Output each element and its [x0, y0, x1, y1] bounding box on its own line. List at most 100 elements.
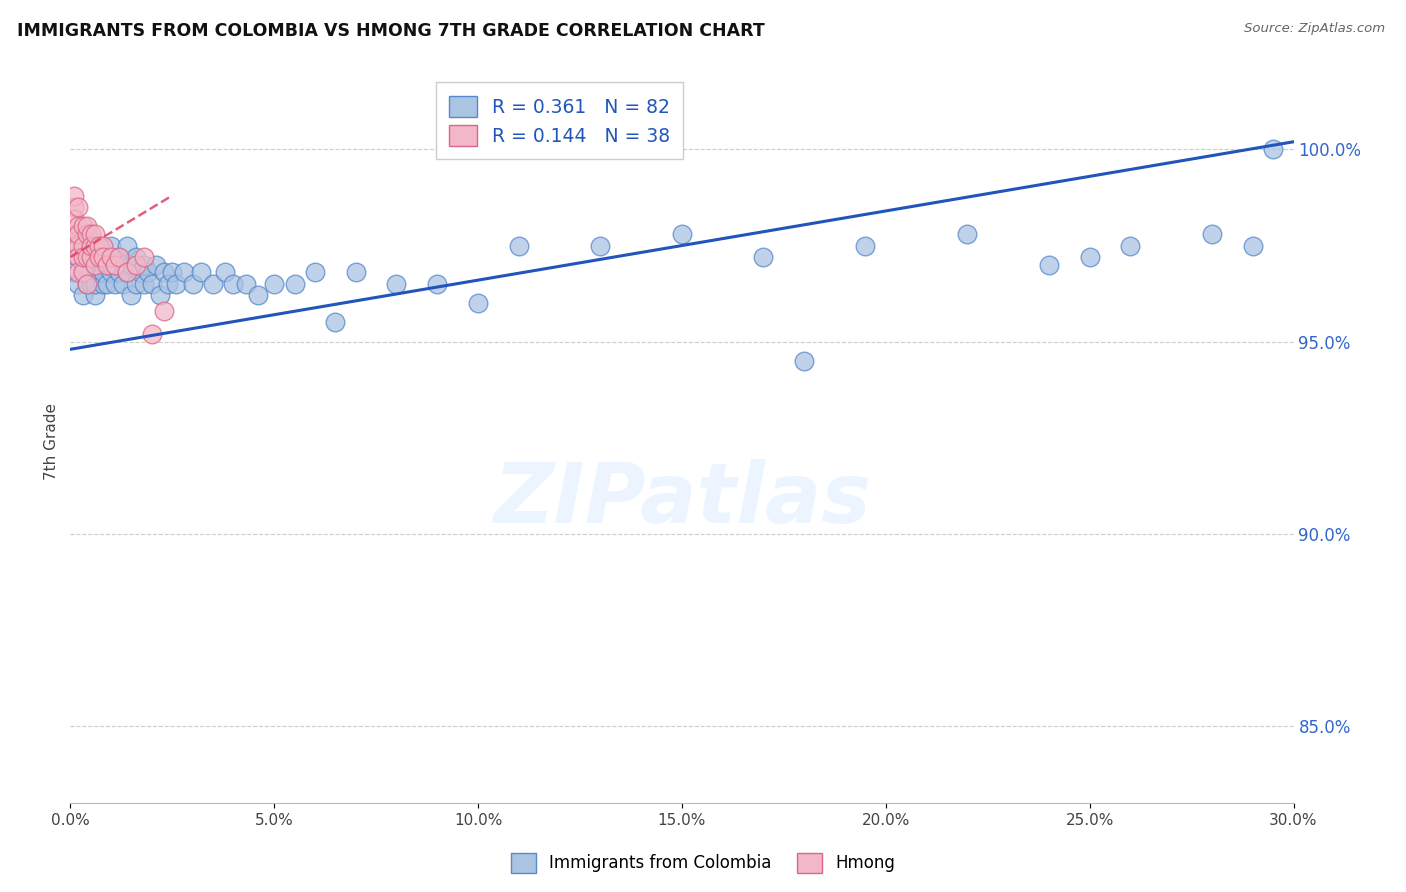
Point [128, 265, 150, 279]
Point [124, 258, 146, 272]
Point [671, 227, 693, 241]
Point [108, 250, 131, 264]
Point [112, 258, 135, 272]
Point [100, 238, 122, 252]
Point [76, 277, 98, 291]
Point [1119, 238, 1142, 252]
Point [72, 250, 94, 264]
Point [173, 265, 195, 279]
Point [235, 277, 257, 291]
Point [145, 258, 167, 272]
Point [91, 250, 114, 264]
Point [79, 250, 103, 264]
Point [136, 265, 159, 279]
Point [63, 227, 86, 241]
Point [117, 265, 139, 279]
Point [72, 258, 94, 272]
Point [83, 258, 105, 272]
Point [91, 277, 114, 291]
Point [87, 265, 110, 279]
Point [79, 265, 103, 279]
Point [165, 277, 187, 291]
Point [79, 227, 103, 241]
Point [67, 227, 90, 241]
Point [96, 277, 118, 291]
Point [67, 265, 90, 279]
Point [87, 238, 110, 252]
Point [83, 288, 105, 302]
Point [76, 227, 98, 241]
Text: Source: ZipAtlas.com: Source: ZipAtlas.com [1244, 22, 1385, 36]
Point [76, 227, 98, 241]
Point [467, 296, 489, 310]
Point [284, 277, 307, 291]
Point [67, 250, 90, 264]
Point [1078, 250, 1101, 264]
Point [67, 219, 90, 234]
Point [72, 288, 94, 302]
Point [67, 227, 90, 241]
Point [63, 200, 86, 214]
Point [83, 238, 105, 252]
Point [72, 265, 94, 279]
Point [344, 265, 367, 279]
Point [72, 265, 94, 279]
Point [72, 238, 94, 252]
Point [752, 250, 775, 264]
Point [87, 250, 110, 264]
Point [76, 250, 98, 264]
Point [141, 277, 163, 291]
Point [1241, 238, 1264, 252]
Point [87, 238, 110, 252]
Point [76, 277, 98, 291]
Point [190, 265, 212, 279]
Point [63, 211, 86, 226]
Point [79, 277, 103, 291]
Point [67, 200, 90, 214]
Point [79, 238, 103, 252]
Point [67, 277, 90, 291]
Point [222, 277, 245, 291]
Point [83, 258, 105, 272]
Point [63, 188, 86, 202]
Point [100, 258, 122, 272]
Point [104, 258, 127, 272]
Point [385, 277, 408, 291]
Point [72, 219, 94, 234]
Point [104, 277, 127, 291]
Point [83, 227, 105, 241]
Point [63, 238, 86, 252]
Point [426, 277, 449, 291]
Point [104, 258, 127, 272]
Point [96, 258, 118, 272]
Point [214, 265, 236, 279]
Point [117, 238, 139, 252]
Point [508, 238, 530, 252]
Point [202, 277, 225, 291]
Point [91, 238, 114, 252]
Point [67, 238, 90, 252]
Point [91, 258, 114, 272]
Point [124, 277, 146, 291]
Point [162, 265, 183, 279]
Point [323, 315, 347, 329]
Y-axis label: 7th Grade: 7th Grade [44, 403, 59, 480]
Point [108, 250, 131, 264]
Text: IMMIGRANTS FROM COLOMBIA VS HMONG 7TH GRADE CORRELATION CHART: IMMIGRANTS FROM COLOMBIA VS HMONG 7TH GR… [17, 22, 765, 40]
Point [246, 288, 269, 302]
Point [1261, 143, 1284, 157]
Point [1201, 227, 1223, 241]
Point [96, 250, 118, 264]
Point [76, 219, 98, 234]
Point [1038, 258, 1060, 272]
Point [304, 265, 326, 279]
Point [132, 250, 155, 264]
Point [153, 304, 176, 318]
Point [589, 238, 612, 252]
Point [100, 265, 122, 279]
Point [117, 265, 139, 279]
Point [63, 238, 86, 252]
Point [153, 265, 176, 279]
Point [91, 265, 114, 279]
Point [83, 277, 105, 291]
